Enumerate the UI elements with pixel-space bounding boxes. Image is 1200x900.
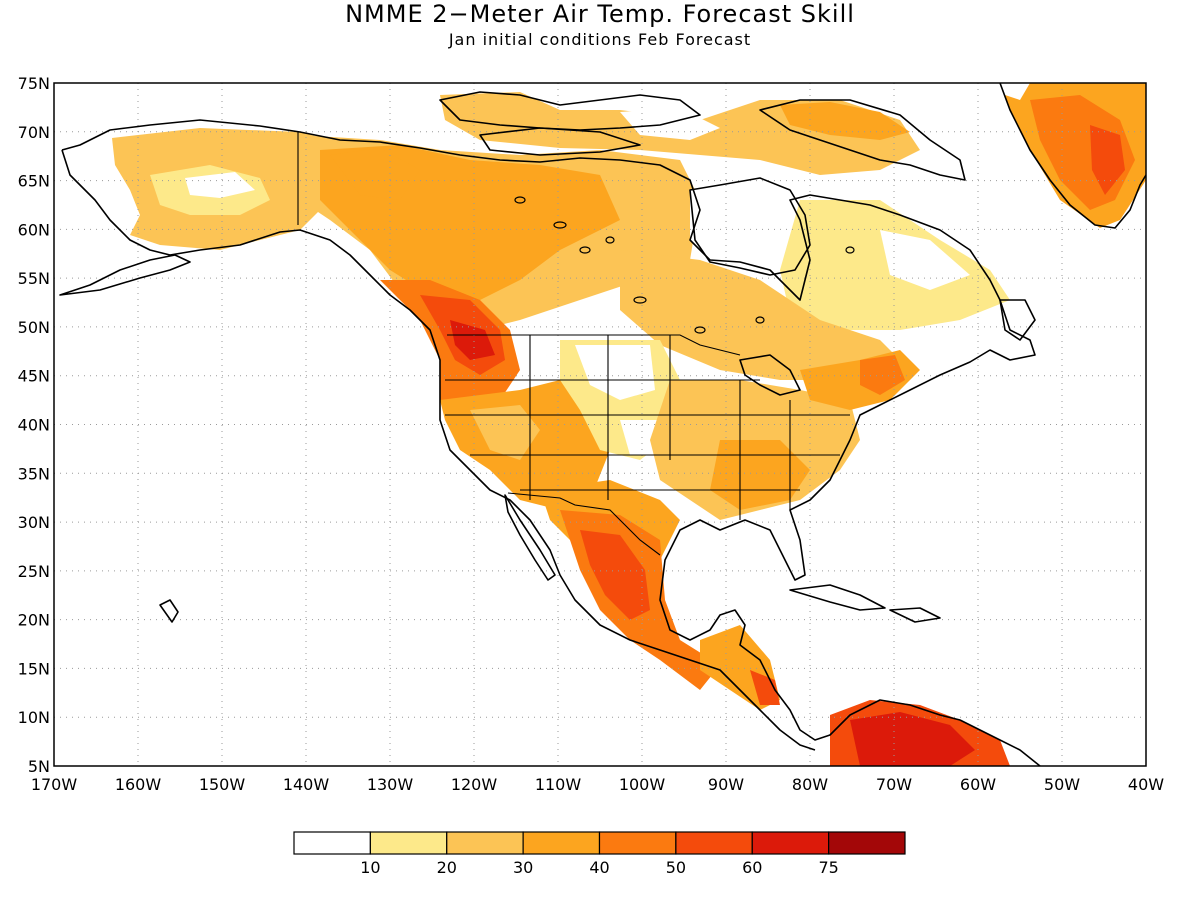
coastline-cuba	[789, 584, 886, 611]
lon-tick-label: 120W	[451, 775, 498, 794]
colorbar-label: 30	[513, 858, 533, 877]
colorbar-label: 75	[818, 858, 838, 877]
skill-region-pnw-dark	[450, 320, 495, 360]
colorbar-swatch	[446, 831, 524, 855]
lat-tick-label: 30N	[18, 513, 50, 532]
skill-region-canada-core	[330, 148, 420, 200]
skill-region-ontario	[620, 250, 900, 380]
lakes-layer	[514, 196, 855, 334]
lon-tick-label: 40W	[1128, 775, 1164, 794]
longitude-axis-labels: 170W 160W 150W 140W 130W 120W 110W 100W 90W 80W 70…	[31, 775, 1164, 794]
coastline-hudson-bay	[689, 177, 811, 276]
lon-tick-label: 170W	[31, 775, 78, 794]
colorbar-label: 10	[360, 858, 380, 877]
skill-region-greenland-red	[1090, 125, 1125, 195]
lat-tick-label: 20N	[18, 611, 50, 630]
coastline-arctic-islands	[439, 91, 701, 131]
border-us-mexico	[507, 492, 661, 556]
colorbar-label: 40	[589, 858, 609, 877]
skill-region-quebec-white	[880, 230, 970, 290]
latitude-axis-labels: 75N 70N 65N 60N 55N 50N 45N 40N 35N 30N 25N 20N 15N 1…	[18, 74, 50, 776]
colorbar-swatch	[751, 831, 830, 855]
lat-tick-label: 70N	[18, 123, 50, 142]
colorbar-swatch	[522, 831, 601, 855]
coastline-newfoundland	[999, 299, 1036, 341]
coastline-victoria-island	[479, 127, 641, 156]
colorbar-labels: 10 20 30 40 50 60 75	[360, 858, 839, 877]
coastline-alaska-peninsula	[59, 254, 191, 296]
colorbar-label: 20	[437, 858, 457, 877]
colorbar-swatch	[598, 831, 677, 855]
coastline-pacific	[61, 149, 816, 751]
coastline-north-america	[61, 119, 1041, 766]
lat-tick-label: 75N	[18, 74, 50, 93]
lat-tick-label: 50N	[18, 318, 50, 337]
skill-region-greenland-white	[1000, 83, 1030, 100]
coastline-baffin	[759, 99, 966, 181]
skill-fill-layer	[112, 83, 1146, 766]
lon-tick-label: 150W	[199, 775, 246, 794]
map-title: NMME 2−Meter Air Temp. Forecast Skill	[345, 0, 855, 28]
lat-tick-label: 15N	[18, 659, 50, 678]
lon-tick-label: 60W	[960, 775, 996, 794]
lat-tick-label: 5N	[28, 757, 50, 776]
lat-tick-label: 40N	[18, 416, 50, 435]
lon-tick-label: 160W	[115, 775, 162, 794]
coastline-great-lakes	[739, 354, 801, 396]
skill-region-arctic-orange	[780, 102, 910, 140]
colorbar	[293, 831, 906, 855]
lon-tick-label: 130W	[367, 775, 414, 794]
lon-tick-label: 140W	[283, 775, 330, 794]
border-us-canada	[447, 334, 741, 356]
lon-tick-label: 50W	[1044, 775, 1080, 794]
lat-tick-label: 60N	[18, 220, 50, 239]
coastline-hispaniola	[889, 607, 941, 623]
colorbar-swatch	[675, 831, 753, 855]
map-subtitle: Jan initial conditions Feb Forecast	[448, 30, 751, 49]
lat-tick-label: 45N	[18, 367, 50, 386]
lon-tick-label: 100W	[619, 775, 666, 794]
skill-region-central-america-red	[750, 670, 780, 705]
skill-region-east-orange	[710, 440, 810, 510]
lat-tick-label: 65N	[18, 172, 50, 191]
skill-region-mexico-core	[580, 530, 650, 620]
lon-tick-label: 110W	[535, 775, 582, 794]
plot-area	[54, 83, 1146, 766]
lat-tick-label: 55N	[18, 269, 50, 288]
skill-region-west-light	[470, 405, 540, 460]
border-layer	[297, 132, 850, 556]
skill-region-plains-white	[575, 345, 655, 400]
plot-frame	[53, 82, 1147, 767]
colorbar-swatch	[369, 831, 448, 855]
lat-tick-label: 35N	[18, 464, 50, 483]
lon-tick-label: 70W	[876, 775, 912, 794]
lon-tick-label: 80W	[792, 775, 828, 794]
colorbar-label: 50	[666, 858, 686, 877]
skill-region-hudson	[690, 175, 810, 270]
coastline-baja	[504, 494, 556, 581]
lon-tick-label: 90W	[708, 775, 744, 794]
coastline-layer	[59, 83, 1146, 766]
skill-region-south-america-core	[850, 712, 975, 766]
skill-region-alaska-white	[185, 172, 255, 198]
lat-tick-label: 10N	[18, 708, 50, 727]
coastline-hawaii	[159, 599, 179, 623]
lat-tick-label: 25N	[18, 562, 50, 581]
colorbar-swatch	[293, 831, 371, 855]
colorbar-swatch	[828, 831, 906, 855]
colorbar-label: 60	[742, 858, 762, 877]
coastline-greenland	[999, 83, 1146, 229]
